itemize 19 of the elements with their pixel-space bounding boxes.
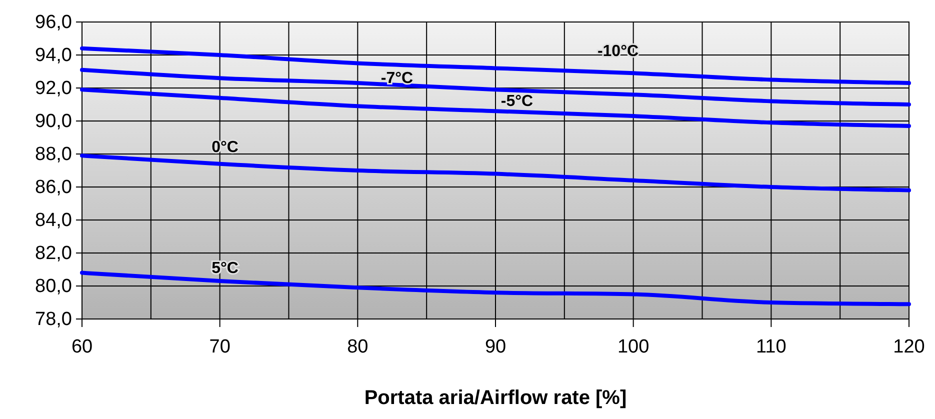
y-tick-label: 88,0 [35,144,72,166]
y-tick-label: 92,0 [35,78,72,100]
x-tick-label: 120 [893,336,925,358]
x-tick-label: 100 [617,336,650,358]
x-tick-label: 110 [756,336,786,358]
y-tick-label: 80,0 [35,276,72,298]
x-tick-label: 80 [347,336,368,358]
y-tick-label: 86,0 [35,177,72,198]
x-tick-label: 90 [484,336,506,358]
y-tick-label: 82,0 [35,243,72,264]
y-tick-label: 96,0 [35,12,72,34]
x-axis-title: Portata aria/Airflow rate [%] [364,387,627,409]
x-tick-label: 60 [71,336,93,358]
y-tick-label: 90,0 [35,111,72,132]
y-tick-label: 84,0 [35,210,72,232]
y-tick-label: 94,0 [35,45,72,66]
annotation: -5°C [500,93,534,110]
x-tick-label: 70 [209,336,230,358]
y-tick-label: 78,0 [35,309,72,330]
